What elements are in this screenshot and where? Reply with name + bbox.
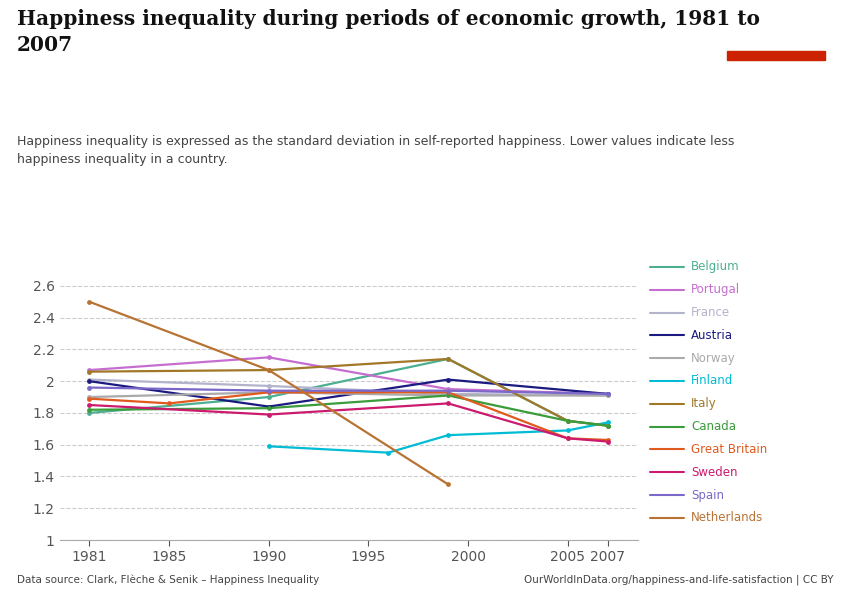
Text: Our World: Our World	[746, 20, 805, 29]
Point	[82, 392, 96, 402]
Point	[601, 437, 615, 446]
Point	[82, 408, 96, 418]
Point	[441, 354, 455, 364]
Text: in Data: in Data	[755, 34, 796, 44]
Point	[441, 391, 455, 400]
Point	[561, 416, 575, 425]
Point	[82, 376, 96, 386]
Point	[601, 389, 615, 398]
Point	[561, 425, 575, 435]
Point	[601, 421, 615, 430]
Point	[561, 434, 575, 443]
Point	[441, 479, 455, 489]
Point	[601, 391, 615, 400]
Point	[441, 354, 455, 364]
Point	[262, 388, 275, 397]
Text: Belgium: Belgium	[691, 260, 740, 274]
Point	[262, 388, 275, 397]
Text: Spain: Spain	[691, 488, 724, 502]
Point	[162, 398, 176, 408]
Point	[262, 402, 275, 412]
Text: Portugal: Portugal	[691, 283, 740, 296]
Text: France: France	[691, 306, 730, 319]
Point	[601, 421, 615, 430]
Text: Sweden: Sweden	[691, 466, 738, 479]
Point	[82, 297, 96, 307]
Text: Great Britain: Great Britain	[691, 443, 768, 456]
Point	[262, 392, 275, 402]
Text: OurWorldInData.org/happiness-and-life-satisfaction | CC BY: OurWorldInData.org/happiness-and-life-sa…	[524, 575, 833, 585]
Point	[262, 386, 275, 395]
Text: Norway: Norway	[691, 352, 736, 365]
Point	[82, 365, 96, 375]
Text: Happiness inequality during periods of economic growth, 1981 to
2007: Happiness inequality during periods of e…	[17, 9, 760, 55]
Point	[561, 416, 575, 425]
Text: Data source: Clark, Flèche & Senik – Happiness Inequality: Data source: Clark, Flèche & Senik – Hap…	[17, 575, 320, 585]
Point	[441, 375, 455, 385]
Point	[262, 410, 275, 419]
Point	[601, 435, 615, 445]
Text: Canada: Canada	[691, 420, 736, 433]
Text: Happiness inequality is expressed as the standard deviation in self-reported hap: Happiness inequality is expressed as the…	[17, 135, 734, 166]
Point	[82, 405, 96, 415]
Point	[441, 385, 455, 394]
Point	[262, 403, 275, 413]
Point	[561, 434, 575, 443]
Point	[441, 388, 455, 397]
Point	[601, 389, 615, 398]
Point	[441, 391, 455, 400]
Text: Italy: Italy	[691, 397, 717, 410]
Point	[601, 418, 615, 427]
Point	[82, 394, 96, 403]
Point	[441, 430, 455, 440]
Text: Finland: Finland	[691, 374, 734, 388]
Bar	[727, 51, 824, 60]
Point	[561, 416, 575, 425]
Point	[441, 389, 455, 398]
Point	[82, 375, 96, 385]
Point	[82, 367, 96, 376]
Point	[262, 365, 275, 375]
Point	[601, 391, 615, 400]
Point	[82, 400, 96, 410]
Text: Austria: Austria	[691, 329, 733, 342]
Point	[262, 442, 275, 451]
Point	[262, 365, 275, 375]
Point	[382, 448, 395, 457]
Point	[262, 381, 275, 391]
Point	[441, 398, 455, 408]
Point	[82, 383, 96, 392]
Point	[262, 353, 275, 362]
Point	[601, 389, 615, 398]
Point	[601, 421, 615, 430]
Point	[441, 386, 455, 395]
Text: Netherlands: Netherlands	[691, 511, 763, 524]
